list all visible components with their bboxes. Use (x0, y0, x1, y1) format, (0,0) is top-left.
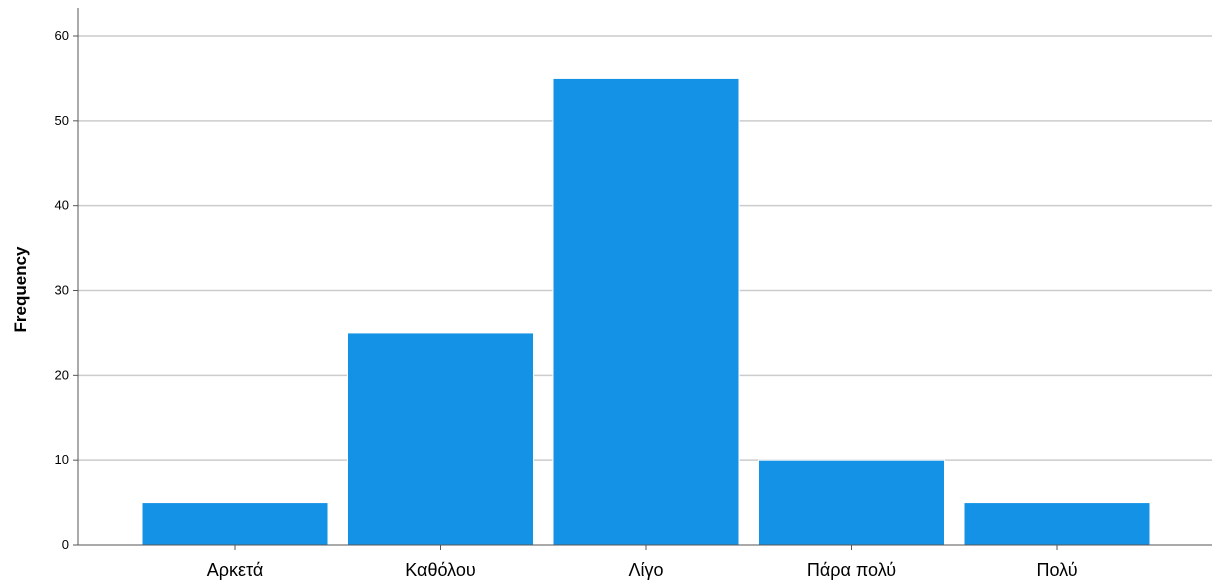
bar-3 (552, 77, 740, 546)
x-tick-label-2: Καθόλου (405, 560, 475, 580)
bar-5 (963, 502, 1151, 546)
y-tick-label-10: 10 (55, 452, 69, 467)
bar-4 (758, 459, 945, 546)
y-tick-label-30: 30 (55, 283, 69, 298)
y-axis-title: Frequency (11, 246, 30, 333)
y-tick-label-40: 40 (55, 198, 69, 213)
y-tick-label-0: 0 (62, 537, 69, 552)
x-tick-label-5: Πολύ (1036, 560, 1077, 580)
y-tick-label-60: 60 (55, 28, 69, 43)
bar-1 (141, 502, 329, 546)
x-tick-label-3: Λίγο (628, 560, 663, 580)
y-tick-label-20: 20 (55, 367, 69, 382)
x-tick-label-1: Αρκετά (207, 560, 264, 580)
bar-2 (347, 332, 534, 546)
y-tick-label-50: 50 (55, 113, 69, 128)
x-tick-label-4: Πάρα πολύ (807, 560, 896, 580)
